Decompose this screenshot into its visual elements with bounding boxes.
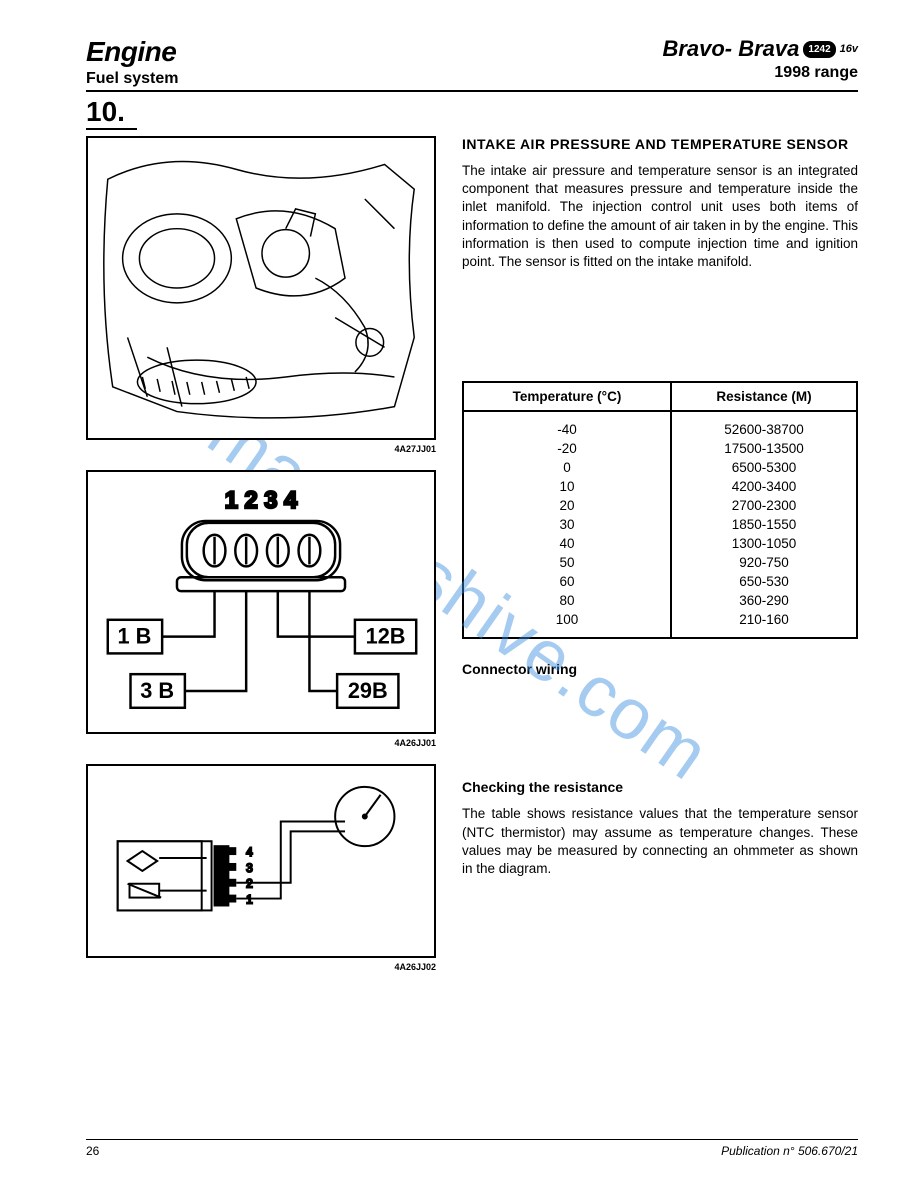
cell-resistance: 650-530 — [671, 572, 857, 591]
page-number: 26 — [86, 1144, 99, 1158]
header-range: 1998 range — [662, 64, 858, 82]
model-name: Bravo- Brava — [662, 36, 799, 62]
table-row: 202700-2300 — [463, 496, 857, 515]
cell-resistance: 52600-38700 — [671, 411, 857, 439]
cell-temperature: 0 — [463, 458, 671, 477]
cell-temperature: -40 — [463, 411, 671, 439]
col-resistance: Resistance (M) — [671, 382, 857, 411]
cell-resistance: 17500-13500 — [671, 439, 857, 458]
pin-label-3b: 3 B — [140, 678, 174, 703]
pin-numbers: 1 2 3 4 — [225, 488, 298, 514]
table-row: -4052600-38700 — [463, 411, 857, 439]
cell-temperature: 80 — [463, 591, 671, 610]
header-title: Engine — [86, 36, 178, 68]
cell-resistance: 210-160 — [671, 610, 857, 638]
figure2-ref: 4A26JJ01 — [86, 738, 436, 748]
pin-label-29b: 29B — [348, 678, 388, 703]
table-row: 104200-3400 — [463, 477, 857, 496]
sensor-heading: INTAKE AIR PRESSURE AND TEMPERATURE SENS… — [462, 136, 858, 152]
svg-text:3: 3 — [246, 861, 253, 875]
connector-wiring-label: Connector wiring — [462, 661, 858, 677]
figure-engine — [86, 136, 436, 440]
table-row: 80360-290 — [463, 591, 857, 610]
section-number: 10. — [86, 96, 137, 130]
table-row: -2017500-13500 — [463, 439, 857, 458]
table-row: 301850-1550 — [463, 515, 857, 534]
table-row: 50920-750 — [463, 553, 857, 572]
cell-temperature: 40 — [463, 534, 671, 553]
cell-resistance: 6500-5300 — [671, 458, 857, 477]
cell-resistance: 920-750 — [671, 553, 857, 572]
page-header: Engine Fuel system Bravo- Brava 1242 16v… — [86, 36, 858, 92]
cell-resistance: 2700-2300 — [671, 496, 857, 515]
checking-heading: Checking the resistance — [462, 779, 858, 795]
figure3-ref: 4A26JJ02 — [86, 962, 436, 972]
figure1-ref: 4A27JJ01 — [86, 444, 436, 454]
cell-resistance: 1850-1550 — [671, 515, 857, 534]
table-row: 06500-5300 — [463, 458, 857, 477]
cell-temperature: 50 — [463, 553, 671, 572]
variant-label: 16v — [840, 43, 858, 55]
cell-temperature: 20 — [463, 496, 671, 515]
cell-resistance: 4200-3400 — [671, 477, 857, 496]
pin-label-12b: 12B — [366, 624, 406, 649]
cell-temperature: 100 — [463, 610, 671, 638]
figure-connector: 1 2 3 4 — [86, 470, 436, 734]
cell-resistance: 1300-1050 — [671, 534, 857, 553]
col-temperature: Temperature (°C) — [463, 382, 671, 411]
cell-temperature: 30 — [463, 515, 671, 534]
header-model: Bravo- Brava 1242 16v — [662, 36, 858, 62]
engine-badge: 1242 — [803, 41, 835, 58]
resistance-table: Temperature (°C) Resistance (M) -4052600… — [462, 381, 858, 639]
checking-body: The table shows resistance values that t… — [462, 805, 858, 878]
page-footer: 26 Publication n° 506.670/21 — [86, 1139, 858, 1158]
pin-label-1b: 1 B — [118, 624, 152, 649]
cell-temperature: -20 — [463, 439, 671, 458]
cell-resistance: 360-290 — [671, 591, 857, 610]
header-subtitle: Fuel system — [86, 70, 178, 88]
cell-temperature: 10 — [463, 477, 671, 496]
table-row: 401300-1050 — [463, 534, 857, 553]
table-row: 100210-160 — [463, 610, 857, 638]
publication-number: Publication n° 506.670/21 — [721, 1144, 858, 1158]
figure-ohmmeter: 4 3 2 1 — [86, 764, 436, 958]
sensor-body: The intake air pressure and temperature … — [462, 162, 858, 271]
cell-temperature: 60 — [463, 572, 671, 591]
svg-text:4: 4 — [246, 845, 253, 859]
table-row: 60650-530 — [463, 572, 857, 591]
